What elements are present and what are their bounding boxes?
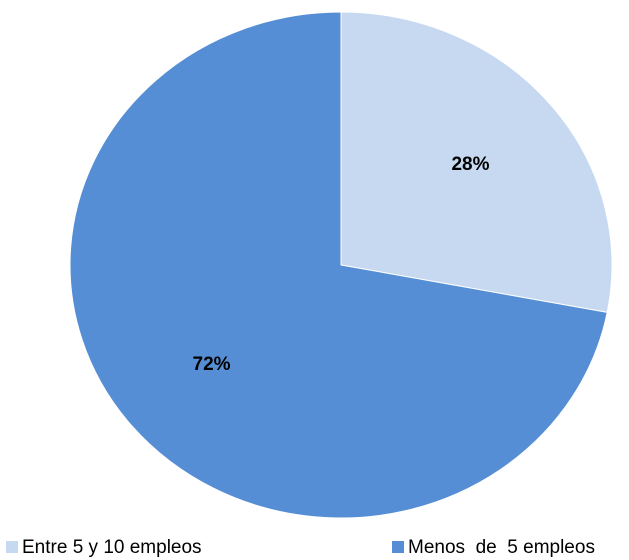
data-label: 28%: [451, 154, 489, 175]
legend-label: Entre 5 y 10 empleos: [22, 537, 202, 558]
pie-slice: [340, 11, 613, 313]
data-label: 72%: [193, 354, 231, 375]
pie-slice: [69, 11, 608, 519]
legend-swatch: [6, 541, 18, 553]
legend-swatch: [392, 541, 404, 553]
legend-label: Menos de 5 empleos: [408, 537, 595, 558]
